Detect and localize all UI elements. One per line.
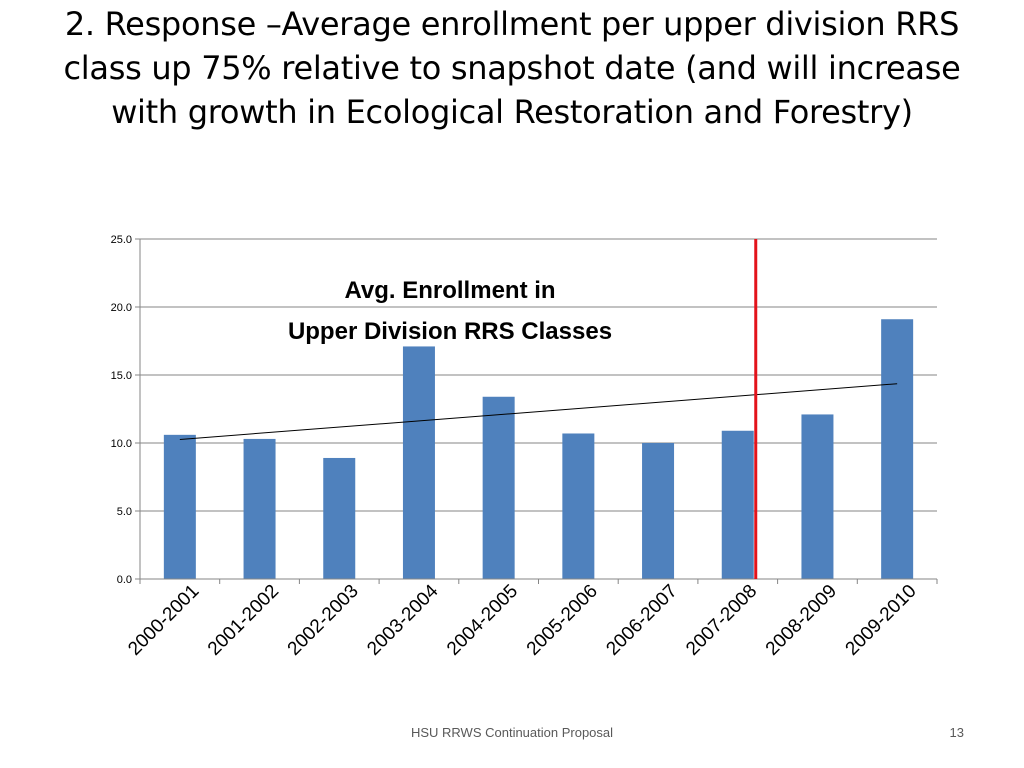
- bar: [163, 434, 196, 579]
- footer-text: HSU RRWS Continuation Proposal: [410, 725, 614, 740]
- x-tick-label: 2008-2009: [762, 581, 841, 660]
- trendline: [179, 383, 898, 440]
- x-tick-label: 2006-2007: [602, 581, 681, 660]
- x-tick-label: 2000-2001: [124, 581, 203, 660]
- y-tick-label: 15.0: [111, 370, 132, 382]
- y-axis-ticks: 0.0 5.0 10.0 15.0 20.0 25.0: [111, 234, 140, 586]
- slide-title: 2. Response –Average enrollment per uppe…: [63, 5, 961, 131]
- x-tick-label: 2004-2005: [443, 581, 522, 660]
- x-tick-label: 2001-2002: [204, 581, 283, 660]
- annotation-line: Upper Division RRS Classes: [288, 318, 612, 345]
- bar: [881, 319, 914, 579]
- bar: [323, 457, 356, 579]
- bar: [642, 443, 675, 579]
- bars: [163, 319, 914, 579]
- y-tick-label: 0.0: [117, 574, 132, 586]
- y-tick-label: 5.0: [117, 506, 132, 518]
- y-tick-label: 25.0: [111, 234, 132, 246]
- bar: [482, 396, 515, 579]
- bar: [801, 414, 834, 579]
- x-tick-label: 2007-2008: [682, 581, 761, 660]
- bar: [402, 346, 435, 579]
- chart-annotation: Avg. Enrollment in Upper Division RRS Cla…: [288, 277, 612, 345]
- x-tick-label: 2003-2004: [363, 580, 442, 659]
- x-axis-ticks: 2000-2001 2001-2002 2002-2003 2003-2004 2004…: [124, 579, 938, 660]
- annotation-line: Avg. Enrollment in: [344, 277, 555, 304]
- bar: [721, 430, 754, 579]
- bar: [243, 438, 276, 579]
- bar: [562, 433, 595, 579]
- y-tick-label: 20.0: [111, 302, 132, 314]
- page-number: 13: [949, 725, 964, 740]
- x-tick-label: 2009-2010: [842, 581, 921, 660]
- y-tick-label: 10.0: [111, 438, 132, 450]
- x-tick-label: 2002-2003: [284, 581, 363, 660]
- x-tick-label: 2005-2006: [523, 581, 602, 660]
